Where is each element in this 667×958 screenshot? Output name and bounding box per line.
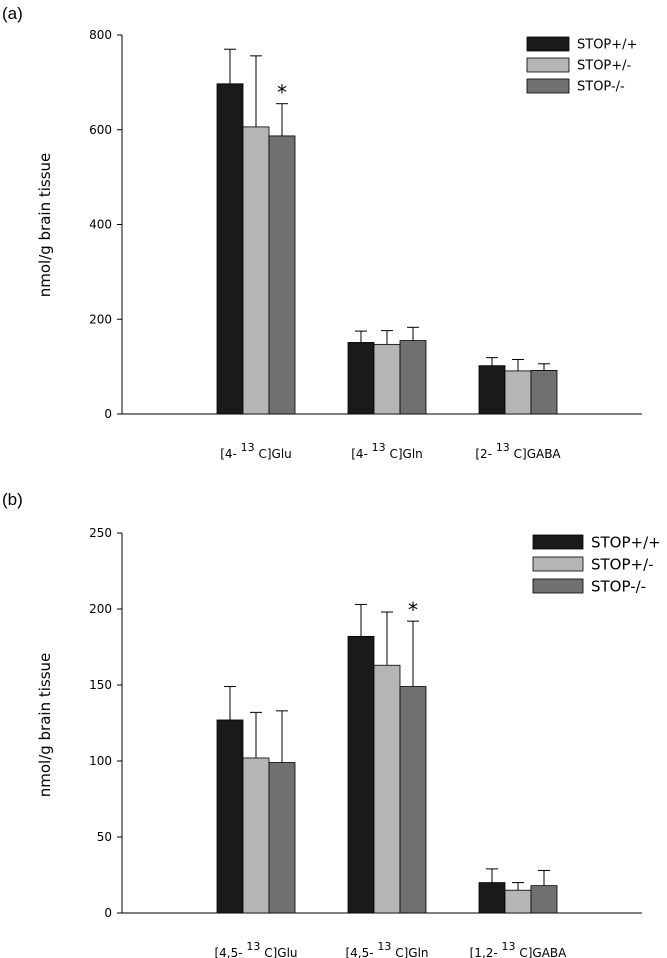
y-axis-label: nmol/g brain tissue	[36, 653, 54, 798]
legend-swatch	[526, 78, 570, 94]
bar	[504, 889, 532, 914]
legend-label: STOP+/-	[591, 555, 654, 573]
x-category-label: [4- 13 C]Gln	[351, 441, 423, 461]
chart-panel-b: 0 50 100 150 200 250 nmol/g brain tissue [4,5- …	[36, 526, 661, 958]
y-tick-label: 200	[89, 602, 112, 616]
y-tick-label: 250	[89, 526, 112, 540]
y-tick-label: 800	[89, 28, 112, 42]
y-axis-label: nmol/g brain tissue	[36, 153, 54, 298]
y-tick-label: 400	[89, 218, 112, 232]
bar	[478, 365, 506, 415]
y-tick-label: 100	[89, 754, 112, 768]
bar	[373, 664, 401, 914]
panel-a-label: (a)	[2, 4, 23, 23]
bar	[478, 882, 506, 914]
significance-marker: *	[408, 598, 418, 622]
bar	[373, 343, 401, 415]
y-tick-label: 150	[89, 678, 112, 692]
y-tick-label: 600	[89, 123, 112, 137]
bar	[347, 635, 375, 914]
legend-label: STOP-/-	[577, 80, 625, 95]
x-category-label: [4- 13 C]Glu	[220, 441, 292, 461]
panel-b-label: (b)	[2, 490, 23, 509]
bar	[347, 342, 375, 415]
bar	[399, 686, 427, 914]
legend-swatch	[526, 36, 570, 52]
legend-label: STOP-/-	[591, 577, 646, 595]
y-tick-label: 50	[97, 830, 112, 844]
x-category-label: [1,2- 13 C]GABA	[470, 940, 568, 958]
bar	[504, 370, 532, 415]
x-category-label: [2- 13 C]GABA	[475, 441, 561, 461]
legend-swatch	[532, 578, 584, 594]
y-tick-label: 0	[104, 906, 112, 920]
bar	[530, 885, 558, 914]
significance-marker: *	[277, 81, 287, 105]
bar	[216, 719, 244, 914]
bar	[399, 340, 427, 415]
legend-label: STOP+/+	[591, 533, 661, 551]
legend-label: STOP+/+	[577, 38, 637, 53]
x-category-label: [4,5- 13 C]Glu	[214, 940, 297, 958]
bar	[242, 126, 270, 415]
chart-panel-a: 0 200 400 600 800 nmol/g brain tissue [4- 13 C…	[36, 28, 642, 461]
y-tick-label: 200	[89, 312, 112, 326]
legend-label: STOP+/-	[577, 59, 632, 74]
bar	[242, 757, 270, 914]
bar	[216, 83, 244, 415]
legend-swatch	[532, 556, 584, 572]
bar	[268, 762, 296, 914]
legend-swatch	[526, 57, 570, 73]
bar	[268, 135, 296, 415]
legend-swatch	[532, 534, 584, 550]
y-tick-label: 0	[104, 407, 112, 421]
bar	[530, 370, 558, 415]
x-category-label: [4,5- 13 C]Gln	[345, 940, 428, 958]
